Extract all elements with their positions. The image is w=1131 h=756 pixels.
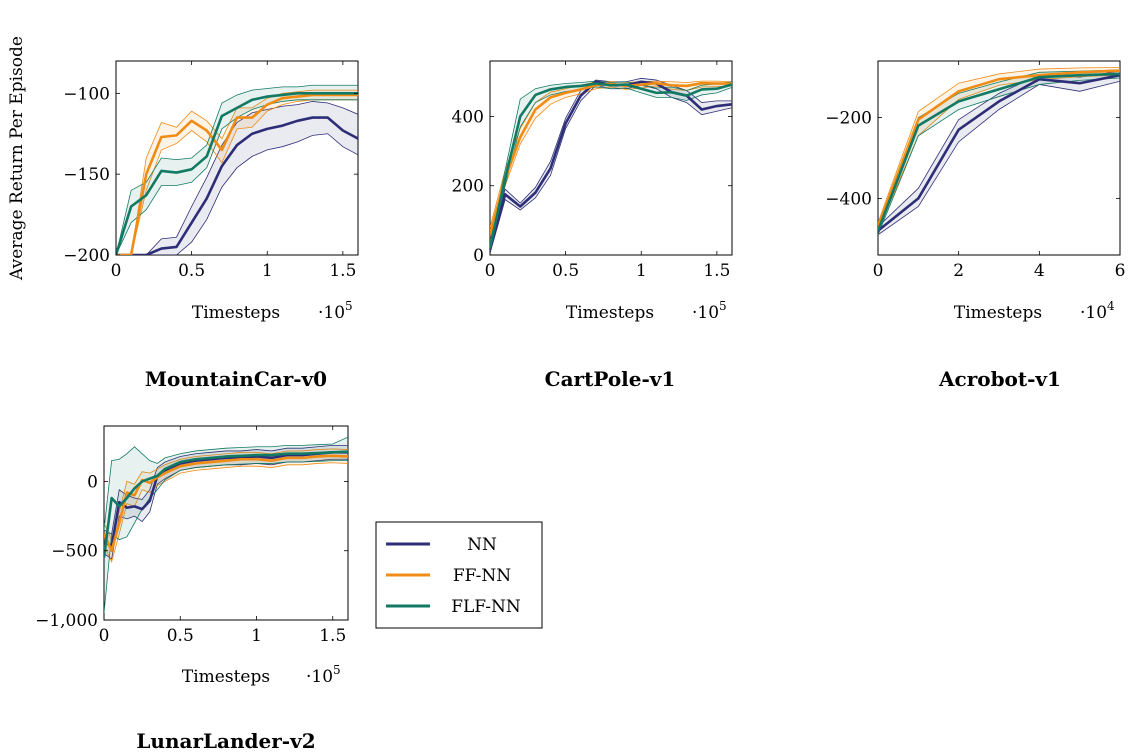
- x-axis-scale: ·105: [318, 299, 353, 323]
- x-tick-label: 1.5: [329, 261, 356, 281]
- upper-flf-nn: [104, 436, 348, 530]
- plot-area: [104, 436, 348, 614]
- y-tick-label: −200: [63, 246, 110, 266]
- band-nn: [116, 101, 358, 255]
- x-tick-label: 1.5: [703, 261, 730, 281]
- x-axis-label: Timesteps: [192, 303, 280, 323]
- upper-ff-nn: [878, 67, 1120, 223]
- axes-frame: [115, 60, 359, 256]
- legend-label-nn: NN: [467, 535, 497, 555]
- chart-lunarlander: LunarLander-v2 Timesteps ·105 0 0.5 1 1.5 −1…: [35, 425, 349, 753]
- x-tick-label: 0: [99, 626, 110, 646]
- x-axis-scale-exp: 4: [1107, 299, 1115, 313]
- x-tick-label: 6: [1115, 261, 1126, 281]
- band-ff-nn: [878, 67, 1120, 231]
- x-tick-label: 0.5: [552, 261, 579, 281]
- line-nn: [878, 73, 1120, 232]
- chart-cartpole: CartPole-v1 Timesteps ·105 0 0.5 1 1.5 0 200 4…: [452, 60, 733, 391]
- y-tick-label: −150: [63, 165, 110, 185]
- x-tick-label: 0: [873, 261, 884, 281]
- x-tick-label: 1.5: [319, 626, 346, 646]
- plot-area: [490, 77, 732, 254]
- axes-frame: [489, 60, 733, 256]
- line-flf-nn: [104, 450, 348, 558]
- x-axis-label: Timesteps: [182, 667, 270, 687]
- x-tick-label: 0.5: [167, 626, 194, 646]
- band-ff-nn: [116, 90, 358, 255]
- chart-title: CartPole-v1: [545, 367, 676, 391]
- line-nn: [104, 451, 348, 548]
- x-axis-scale: ·105: [692, 299, 727, 323]
- y-tick-label: 400: [452, 107, 484, 127]
- x-axis-scale-base: ·10: [306, 667, 333, 687]
- band-flf-nn: [104, 437, 348, 614]
- x-axis-scale-exp: 5: [719, 299, 727, 313]
- upper-flf-nn: [116, 84, 358, 255]
- x-axis-scale-base: ·10: [318, 303, 345, 323]
- legend: NN FF-NN FLF-NN: [375, 521, 543, 629]
- lower-flf-nn: [878, 77, 1120, 235]
- x-tick-label: 2: [953, 261, 964, 281]
- chart-acrobot: Acrobot-v1 Timesteps ·104 0 2 4 6−400−200: [825, 60, 1126, 391]
- x-axis-label: Timesteps: [566, 303, 654, 323]
- line-flf-nn: [878, 72, 1120, 232]
- x-axis-label: Timesteps: [954, 303, 1042, 323]
- x-axis-scale: ·104: [1080, 299, 1115, 323]
- y-tick-label: −1,000: [35, 611, 98, 631]
- lower-nn: [878, 80, 1120, 236]
- x-tick-label: 0.5: [178, 261, 205, 281]
- chart-title: MountainCar-v0: [145, 367, 327, 391]
- y-axis-label: Average Return Per Episode: [7, 36, 27, 281]
- line-ff-nn: [490, 81, 732, 235]
- upper-nn: [116, 101, 358, 255]
- x-axis-scale: ·105: [306, 663, 341, 687]
- line-flf-nn: [490, 82, 732, 249]
- x-tick-label: 0: [111, 261, 122, 281]
- x-tick-label: 4: [1034, 261, 1045, 281]
- band-nn: [878, 71, 1120, 235]
- lower-nn: [116, 133, 358, 255]
- plot-area: [878, 67, 1120, 236]
- y-tick-label: −400: [825, 189, 872, 209]
- x-tick-label: 0: [485, 261, 496, 281]
- y-tick-label: 200: [452, 177, 484, 197]
- y-tick-label: −500: [51, 542, 98, 562]
- line-nn: [116, 116, 358, 255]
- legend-label-flf-nn: FLF-NN: [451, 597, 521, 617]
- y-tick-label: 0: [473, 246, 484, 266]
- line-ff-nn: [116, 93, 358, 255]
- lower-flf-nn: [104, 460, 348, 614]
- x-axis-scale-base: ·10: [1080, 303, 1107, 323]
- chart-title: LunarLander-v2: [136, 729, 315, 753]
- band-flf-nn: [878, 69, 1120, 235]
- axes-frame: [877, 60, 1121, 256]
- upper-nn: [878, 70, 1120, 227]
- y-tick-label: −100: [63, 84, 110, 104]
- y-tick-label: −200: [825, 109, 872, 129]
- plot-area: [116, 84, 358, 255]
- upper-flf-nn: [490, 80, 732, 243]
- band-ff-nn: [104, 448, 348, 562]
- x-axis-scale-exp: 5: [333, 663, 341, 677]
- lower-ff-nn: [104, 462, 348, 563]
- chart-mountaincar: MountainCar-v0 Timesteps ·105 0 0.5 1 1.5 −2…: [63, 60, 359, 391]
- line-flf-nn: [116, 92, 358, 255]
- lower-ff-nn: [490, 85, 732, 242]
- x-axis-scale-exp: 5: [345, 299, 353, 313]
- x-tick-label: 1: [251, 626, 262, 646]
- x-axis-scale-base: ·10: [692, 303, 719, 323]
- x-tick-label: 1: [636, 261, 647, 281]
- y-tick-label: 0: [87, 472, 98, 492]
- legend-label-ff-nn: FF-NN: [453, 566, 511, 586]
- x-tick-label: 1: [262, 261, 273, 281]
- upper-ff-nn: [104, 448, 348, 541]
- chart-title: Acrobot-v1: [938, 367, 1061, 391]
- line-ff-nn: [878, 69, 1120, 228]
